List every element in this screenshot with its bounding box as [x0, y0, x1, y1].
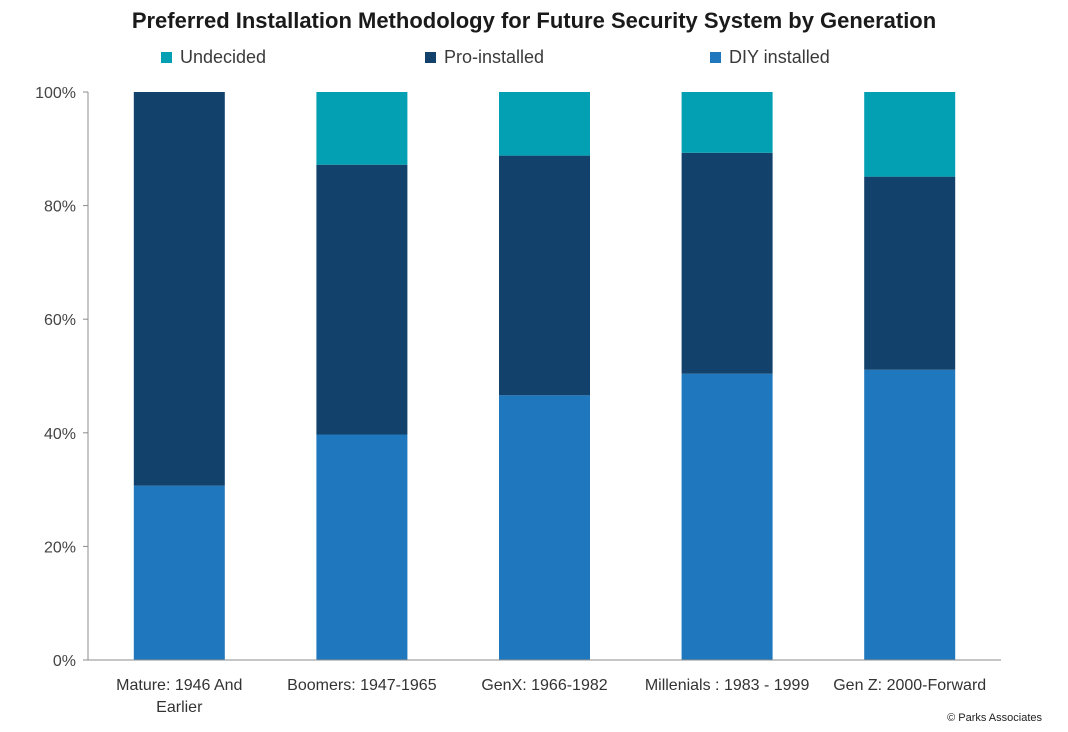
x-tick-label: Millenials : 1983 - 1999	[645, 677, 810, 694]
y-tick-label: 20%	[44, 539, 76, 556]
y-tick-label: 100%	[35, 85, 76, 102]
bar-undecided	[864, 92, 956, 177]
legend-swatch-diy-installed	[710, 52, 721, 63]
bar-pro-installed	[316, 164, 408, 435]
bar-pro-installed	[133, 92, 225, 486]
bar-diy-installed	[681, 373, 773, 660]
bar-undecided	[316, 92, 408, 165]
bar-pro-installed	[499, 155, 590, 396]
y-tick-label: 60%	[44, 312, 76, 329]
chart-title: Preferred Installation Methodology for F…	[131, 8, 937, 33]
legend: Undecided Pro-installed DIY installed	[0, 47, 1068, 71]
legend-label-pro-installed: Pro-installed	[444, 47, 545, 67]
legend-item-diy-installed: DIY installed	[710, 47, 830, 68]
legend-label-diy-installed: DIY installed	[729, 47, 830, 67]
bar-diy-installed	[133, 485, 225, 660]
bar-undecided	[681, 92, 773, 153]
legend-swatch-undecided	[161, 52, 172, 63]
x-tick-label: GenX: 1966-1982	[481, 677, 607, 694]
x-tick-label: Gen Z: 2000-Forward	[833, 677, 986, 694]
source-note: © Parks Associates	[947, 712, 1042, 724]
x-tick-label: Mature: 1946 And Earlier	[116, 677, 242, 716]
bar-pro-installed	[681, 152, 773, 374]
y-tick-label: 0%	[53, 653, 76, 670]
bar-diy-installed	[864, 369, 956, 660]
bar-undecided	[499, 92, 590, 156]
legend-label-undecided: Undecided	[180, 47, 267, 67]
y-tick-label: 40%	[44, 426, 76, 443]
legend-item-pro-installed: Pro-installed	[425, 47, 544, 68]
x-tick-label: Boomers: 1947-1965	[287, 677, 437, 694]
bar-diy-installed	[499, 395, 590, 660]
legend-item-undecided: Undecided	[161, 47, 266, 68]
bar-pro-installed	[864, 176, 956, 370]
bar-diy-installed	[316, 434, 408, 660]
legend-swatch-pro-installed	[425, 52, 436, 63]
y-tick-label: 80%	[44, 199, 76, 216]
